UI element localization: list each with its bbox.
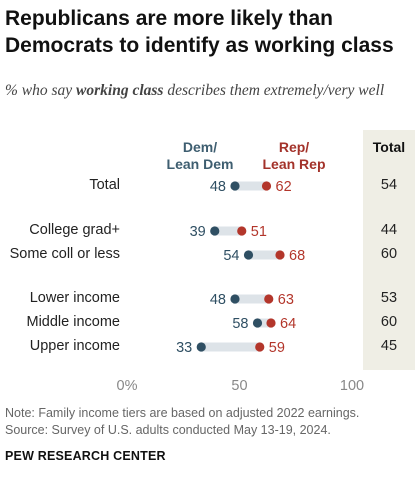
dem-dot xyxy=(196,342,206,352)
chart-title: Republicans are more likely than Democra… xyxy=(5,7,394,57)
row-label: Some coll or less xyxy=(9,246,120,262)
total-value: 60 xyxy=(380,246,398,262)
dem-value-label: 48 xyxy=(210,292,226,308)
rep-dot xyxy=(261,181,272,191)
dem-value-label: 58 xyxy=(232,316,248,332)
rep-value-label: 68 xyxy=(289,248,305,264)
source-text: Source: Survey of U.S. adults conducted … xyxy=(5,423,331,437)
dem-value-label: 39 xyxy=(190,224,206,240)
row-label: Upper income xyxy=(29,338,120,354)
legend-rep: Rep/Lean Rep xyxy=(262,139,326,172)
dem-dot xyxy=(252,318,263,328)
rep-value-label: 51 xyxy=(251,224,267,240)
dem-dot xyxy=(230,181,240,191)
rep-dot xyxy=(266,318,276,328)
rep-value-label: 63 xyxy=(278,292,294,308)
row-label: Middle income xyxy=(26,314,121,330)
rep-value-label: 62 xyxy=(276,179,292,195)
row-label: Lower income xyxy=(29,290,120,306)
note-text: Note: Family income tiers are based on a… xyxy=(5,406,360,420)
x-tick-label: 50 xyxy=(231,378,247,394)
total-value: 53 xyxy=(380,290,398,306)
x-tick-label: 100 xyxy=(340,378,364,394)
dem-value-label: 54 xyxy=(223,248,239,264)
x-tick-label: 0% xyxy=(117,378,138,394)
rep-dot xyxy=(264,294,274,304)
legend-dem: Dem/Lean Dem xyxy=(166,139,234,172)
rep-value-label: 59 xyxy=(269,340,285,356)
dem-dot xyxy=(243,250,254,260)
dem-dot xyxy=(230,294,240,304)
chart-subtitle: % who say working class describes them e… xyxy=(5,82,385,99)
total-column-background xyxy=(363,130,415,370)
brand-logo-text: PEW RESEARCH CENTER xyxy=(5,449,166,463)
rep-dot xyxy=(255,342,265,352)
chart-note: Note: Family income tiers are based on a… xyxy=(5,405,415,439)
dot-plot: 48 62 39 51 54 68 48 63 58 64 33 59 0% 50 100 xyxy=(117,179,365,394)
total-value: 60 xyxy=(380,314,398,330)
row-label: Total xyxy=(89,177,120,193)
dem-value-label: 48 xyxy=(210,179,226,195)
total-value: 44 xyxy=(380,222,398,238)
dem-dot xyxy=(210,226,220,236)
total-value: 54 xyxy=(380,177,398,193)
row-label: College grad+ xyxy=(29,222,120,238)
rep-dot xyxy=(275,250,285,260)
dem-value-label: 33 xyxy=(176,340,192,356)
total-column-header: Total xyxy=(372,139,406,155)
rep-value-label: 64 xyxy=(280,316,296,332)
rep-dot xyxy=(237,226,247,236)
total-value: 45 xyxy=(380,338,398,354)
